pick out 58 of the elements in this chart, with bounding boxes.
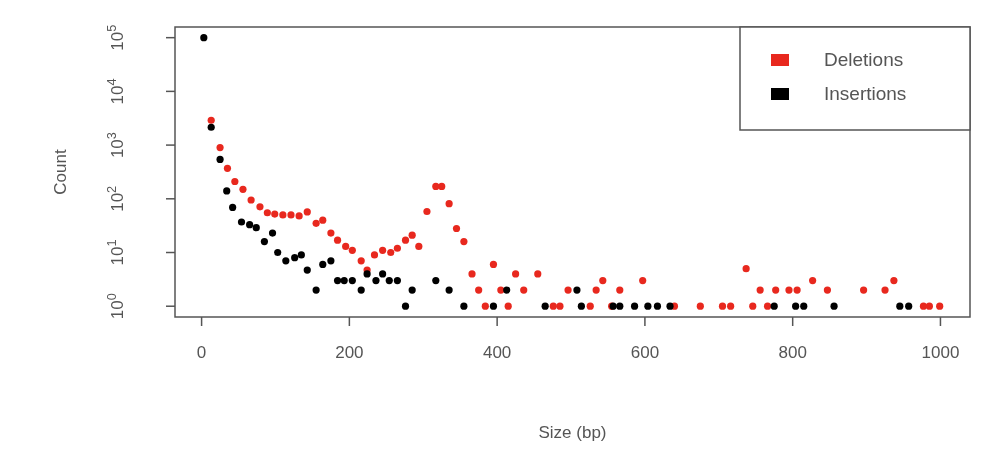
- point: [340, 277, 348, 285]
- point: [503, 286, 511, 294]
- point: [630, 302, 639, 310]
- point: [357, 286, 365, 294]
- x-tick-label: 800: [778, 343, 807, 362]
- point: [830, 302, 838, 310]
- point: [393, 277, 401, 285]
- x-tick-label: 600: [630, 343, 660, 362]
- legend-label: Insertions: [824, 83, 907, 104]
- point: [363, 270, 371, 278]
- point: [327, 257, 335, 265]
- point: [616, 302, 624, 310]
- x-tick-label: 1000: [921, 343, 960, 362]
- point: [573, 286, 581, 294]
- point: [348, 277, 356, 285]
- x-tick-label: 400: [482, 343, 512, 362]
- point: [432, 277, 440, 285]
- x-tick-label: 200: [335, 343, 364, 362]
- point: [229, 203, 237, 212]
- point: [237, 218, 246, 226]
- point: [297, 251, 305, 259]
- x-tick-label: 0: [196, 343, 207, 362]
- point: [223, 187, 231, 195]
- point: [666, 302, 674, 310]
- point: [200, 34, 208, 42]
- point: [333, 277, 342, 285]
- point: [268, 229, 277, 237]
- point: [489, 302, 498, 310]
- point: [792, 302, 800, 310]
- point: [274, 248, 282, 257]
- point: [312, 286, 320, 294]
- legend-label: Deletions: [824, 49, 904, 70]
- point: [246, 221, 254, 229]
- point: [460, 302, 468, 310]
- point: [216, 155, 224, 164]
- point: [905, 302, 913, 310]
- point: [303, 266, 311, 274]
- point: [541, 302, 549, 310]
- y-axis-title: Count: [51, 149, 70, 195]
- point: [291, 254, 299, 262]
- point: [644, 302, 652, 310]
- point: [770, 302, 778, 310]
- point: [896, 302, 904, 310]
- point: [401, 302, 410, 310]
- point: [800, 302, 808, 310]
- point: [445, 286, 453, 294]
- point: [282, 257, 290, 265]
- point: [207, 123, 215, 131]
- point: [379, 270, 387, 278]
- point: [577, 302, 585, 310]
- x-axis-title: Size (bp): [538, 423, 607, 442]
- point: [319, 260, 327, 269]
- point: [385, 277, 393, 285]
- point: [372, 277, 380, 285]
- point: [653, 302, 662, 310]
- point: [260, 237, 268, 246]
- point: [408, 286, 416, 294]
- point: [252, 224, 260, 232]
